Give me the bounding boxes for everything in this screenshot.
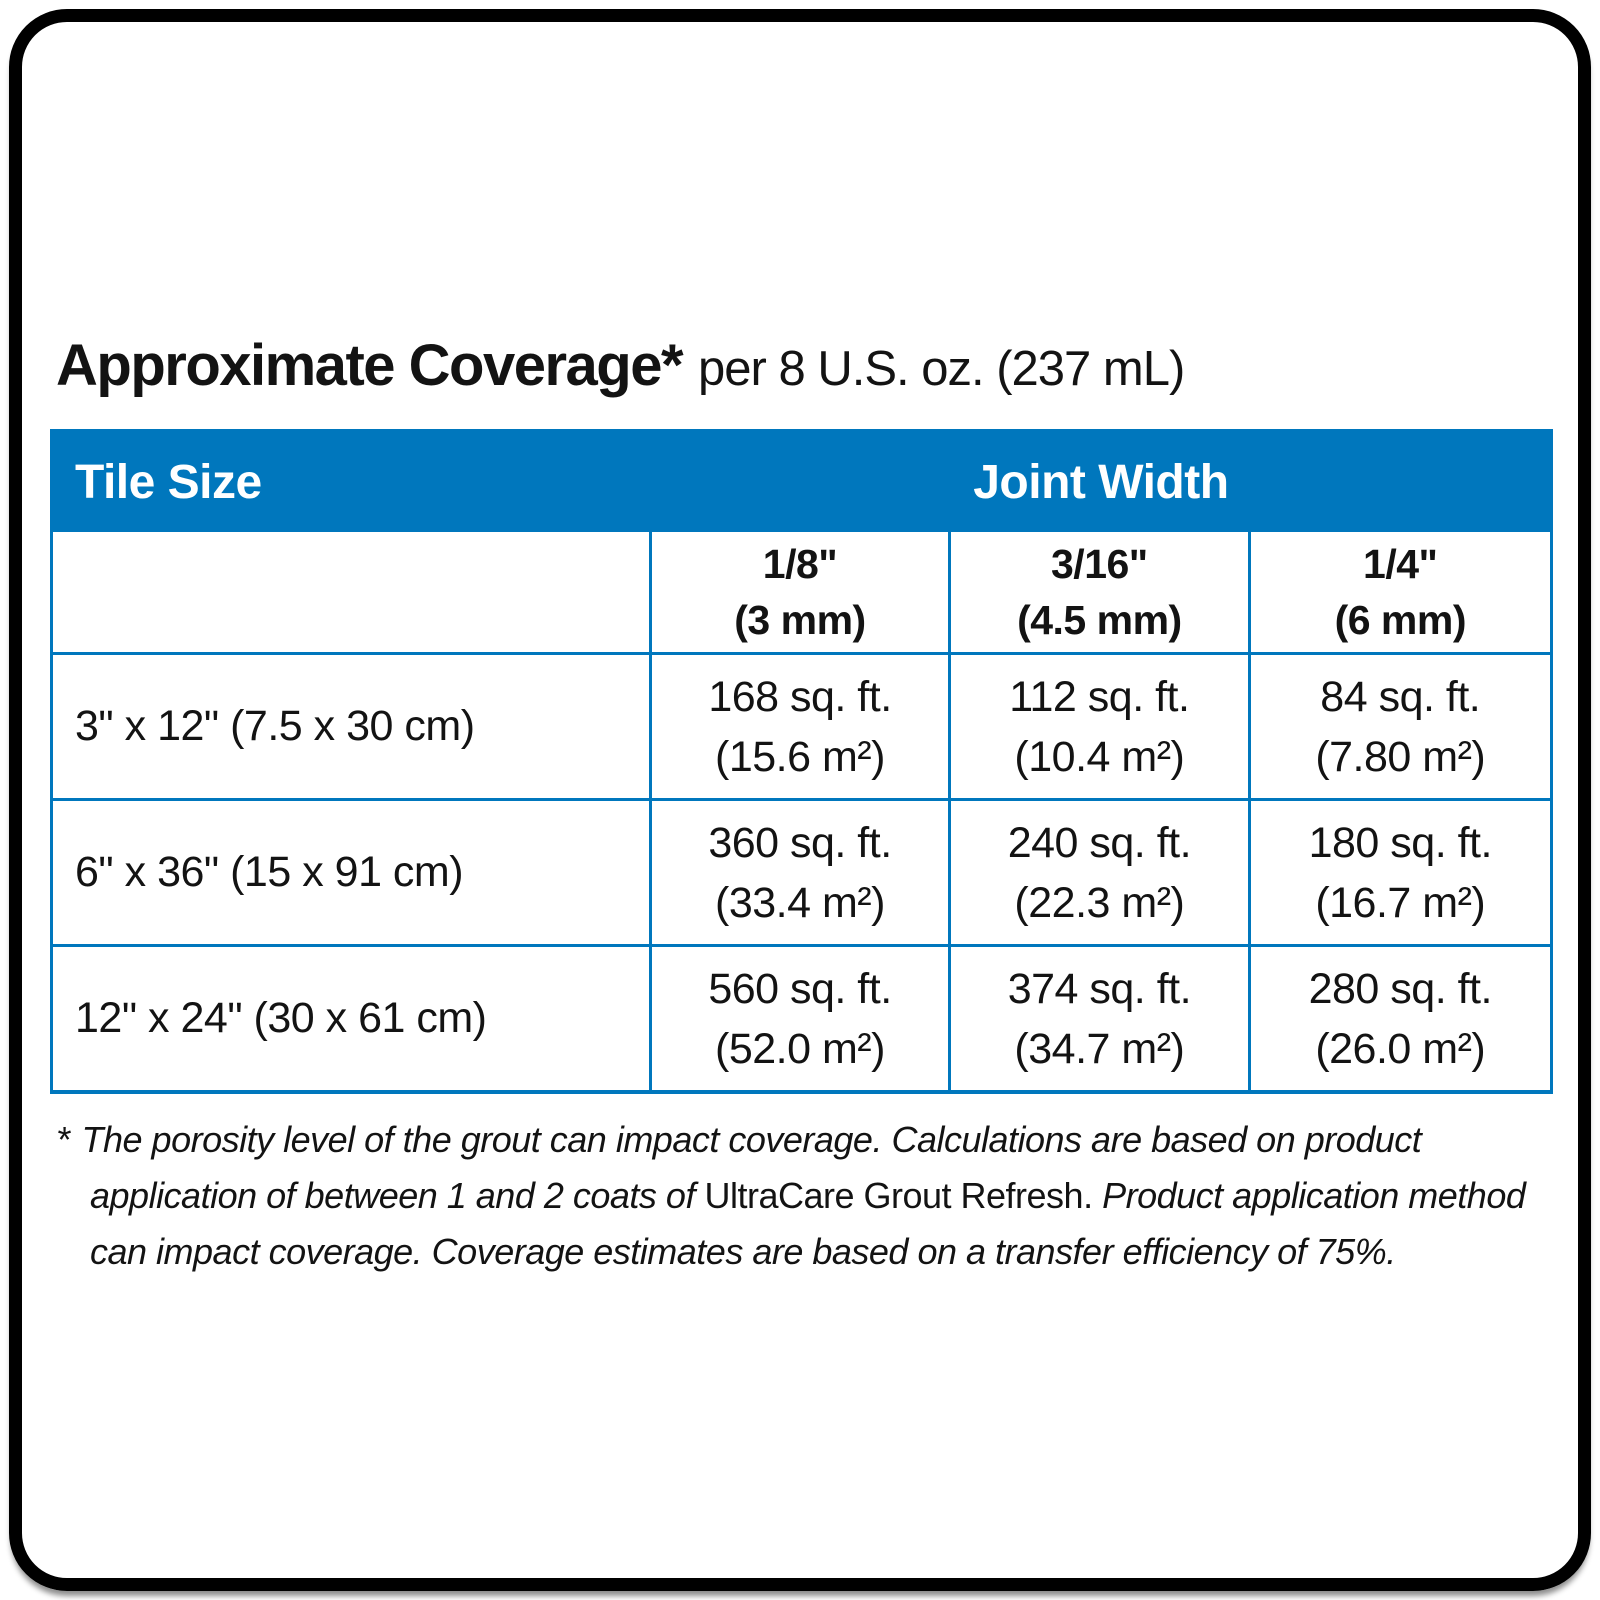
coverage-sqft: 168 sq. ft. <box>708 672 892 721</box>
subheader-joint-1-4in: 1/4" (6 mm) <box>1251 532 1550 652</box>
table-header-row: Tile Size Joint Width <box>53 432 1550 532</box>
joint-width-mm: (6 mm) <box>1334 597 1467 643</box>
coverage-m2: (33.4 m²) <box>715 878 885 927</box>
coverage-m2: (52.0 m²) <box>715 1024 885 1073</box>
footnote-asterisk: * <box>56 1119 70 1160</box>
coverage-sqft: 112 sq. ft. <box>1009 672 1190 721</box>
coverage-cell: 84 sq. ft. (7.80 m²) <box>1251 655 1550 798</box>
footnote-text-italic: Product application method can impact co… <box>90 1175 1526 1272</box>
subheader-joint-3-16in: 3/16" (4.5 mm) <box>951 532 1251 652</box>
coverage-m2: (22.3 m²) <box>1014 878 1185 927</box>
subheader-joint-1-8in: 1/8" (3 mm) <box>652 532 952 652</box>
coverage-sqft: 560 sq. ft. <box>708 964 892 1013</box>
tile-size-cell: 6" x 36" (15 x 91 cm) <box>53 801 652 944</box>
subheader-empty-cell <box>53 532 652 652</box>
joint-width-inches: 3/16" <box>1051 541 1148 587</box>
coverage-m2: (26.0 m²) <box>1315 1024 1486 1073</box>
coverage-sqft: 374 sq. ft. <box>1007 964 1192 1013</box>
coverage-sqft: 360 sq. ft. <box>708 818 892 867</box>
section-subtitle: per 8 U.S. oz. (237 mL) <box>698 342 1185 396</box>
coverage-m2: (34.7 m²) <box>1014 1024 1185 1073</box>
coverage-m2: (15.6 m²) <box>715 732 885 781</box>
coverage-m2: (10.4 m²) <box>1014 732 1185 781</box>
joint-width-mm: (4.5 mm) <box>1017 597 1182 643</box>
coverage-cell: 560 sq. ft. (52.0 m²) <box>652 947 952 1090</box>
joint-width-inches: 1/4" <box>1363 541 1438 587</box>
coverage-cell: 168 sq. ft. (15.6 m²) <box>652 655 952 798</box>
joint-width-inches: 1/8" <box>762 541 838 587</box>
table-row: 12" x 24" (30 x 61 cm) 560 sq. ft. (52.0… <box>53 944 1550 1090</box>
coverage-table: Tile Size Joint Width 1/8" (3 mm) 3/16" … <box>50 429 1553 1094</box>
tile-size-cell: 3" x 12" (7.5 x 30 cm) <box>53 655 652 798</box>
joint-width-mm: (3 mm) <box>734 597 866 643</box>
coverage-cell: 180 sq. ft. (16.7 m²) <box>1251 801 1550 944</box>
column-header-tile-size: Tile Size <box>75 455 262 509</box>
coverage-cell: 360 sq. ft. (33.4 m²) <box>652 801 952 944</box>
table-row: 6" x 36" (15 x 91 cm) 360 sq. ft. (33.4 … <box>53 798 1550 944</box>
coverage-cell: 112 sq. ft. (10.4 m²) <box>951 655 1251 798</box>
coverage-sqft: 240 sq. ft. <box>1007 818 1192 867</box>
table-row: 3" x 12" (7.5 x 30 cm) 168 sq. ft. (15.6… <box>53 652 1550 798</box>
coverage-sqft: 180 sq. ft. <box>1308 818 1493 867</box>
column-header-joint-width: Joint Width <box>973 455 1229 509</box>
coverage-m2: (16.7 m²) <box>1315 878 1486 927</box>
section-title-row: Approximate Coverage* per 8 U.S. oz. (237… <box>50 332 1553 399</box>
coverage-footnote: * The porosity level of the grout can imp… <box>50 1112 1570 1280</box>
coverage-cell: 374 sq. ft. (34.7 m²) <box>951 947 1251 1090</box>
coverage-m2: (7.80 m²) <box>1315 732 1486 781</box>
tile-size-cell: 12" x 24" (30 x 61 cm) <box>53 947 652 1090</box>
coverage-cell: 240 sq. ft. (22.3 m²) <box>951 801 1251 944</box>
joint-width-subheader-row: 1/8" (3 mm) 3/16" (4.5 mm) 1/4" (6 mm) <box>53 532 1550 652</box>
coverage-sqft: 84 sq. ft. <box>1320 672 1481 721</box>
section-title: Approximate Coverage* <box>56 333 684 398</box>
coverage-section: Approximate Coverage* per 8 U.S. oz. (237… <box>50 332 1553 1280</box>
footnote-product-name: UltraCare Grout Refresh. <box>704 1175 1093 1216</box>
coverage-cell: 280 sq. ft. (26.0 m²) <box>1251 947 1550 1090</box>
footnote-text-italic: The porosity level of the grout can impa… <box>81 1119 1422 1216</box>
coverage-sqft: 280 sq. ft. <box>1308 964 1493 1013</box>
